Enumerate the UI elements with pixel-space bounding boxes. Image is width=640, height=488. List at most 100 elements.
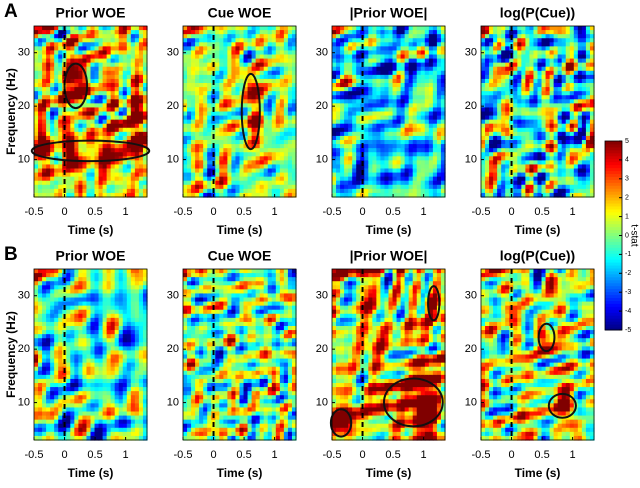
- heat-cell: [440, 83, 446, 88]
- heat-cell: [400, 119, 406, 125]
- heat-cell: [356, 62, 361, 68]
- heat-cell: [203, 188, 208, 194]
- heat-cell: [98, 160, 104, 166]
- heat-cell: [340, 164, 345, 170]
- heat-cell: [497, 148, 502, 153]
- heat-cell: [368, 123, 373, 129]
- heat-cell: [134, 91, 140, 96]
- heat-cell: [384, 38, 390, 43]
- heat-cell: [46, 273, 51, 278]
- heat-cell: [565, 148, 571, 153]
- heat-cell: [142, 180, 148, 186]
- heat-cell: [529, 184, 535, 190]
- heat-cell: [505, 74, 510, 80]
- heat-cell: [581, 123, 587, 129]
- heat-cell: [356, 111, 361, 117]
- heat-cell: [287, 83, 293, 88]
- heat-cell: [428, 91, 434, 96]
- heat-cell: [577, 127, 583, 133]
- heat-cell: [432, 87, 438, 92]
- heat-cell: [332, 26, 337, 31]
- heat-cell: [420, 123, 426, 129]
- y-tick-label: 30: [167, 47, 179, 59]
- heat-cell: [505, 91, 510, 96]
- heat-cell: [74, 156, 79, 161]
- heat-cell: [537, 95, 543, 100]
- x-tick-label: 0: [210, 206, 216, 218]
- heat-cell: [436, 99, 442, 104]
- heat-cell: [239, 144, 245, 149]
- heat-cell: [424, 83, 430, 88]
- heat-cell: [336, 74, 341, 80]
- heat-cell: [336, 127, 341, 133]
- heat-cell: [191, 103, 196, 109]
- heat-cell: [50, 362, 55, 368]
- heat-cell: [517, 103, 522, 109]
- heat-cell: [569, 66, 575, 72]
- heat-cell: [191, 54, 196, 60]
- heat-cell: [134, 168, 140, 174]
- heat-cell: [38, 281, 43, 286]
- heat-cell: [98, 26, 104, 31]
- heat-cell: [46, 313, 51, 319]
- heat-cell: [255, 144, 261, 149]
- heat-cell: [231, 164, 237, 170]
- heat-cell: [428, 160, 434, 166]
- heat-cell: [195, 74, 200, 80]
- heat-cell: [54, 127, 59, 133]
- heat-cell: [58, 148, 63, 153]
- heat-cell: [521, 192, 526, 198]
- heat-cell: [561, 188, 567, 194]
- heat-cell: [356, 46, 361, 52]
- heat-cell: [50, 83, 55, 88]
- heat-cell: [420, 99, 426, 104]
- heat-cell: [199, 74, 204, 80]
- heat-cell: [106, 38, 112, 43]
- heat-cell: [46, 119, 51, 125]
- heat-cell: [368, 83, 373, 88]
- heat-cell: [436, 87, 442, 92]
- heat-cell: [521, 78, 526, 84]
- heat-cell: [581, 160, 587, 166]
- heat-cell: [134, 26, 140, 31]
- heat-cell: [372, 164, 377, 170]
- heat-cell: [263, 42, 269, 47]
- heat-cell: [585, 99, 591, 104]
- heat-cell: [541, 99, 547, 104]
- heat-cell: [78, 135, 84, 141]
- heat-cell: [380, 144, 386, 149]
- heat-cell: [66, 74, 71, 80]
- heat-cell: [400, 111, 406, 117]
- heat-cell: [219, 107, 224, 113]
- heat-cell: [396, 34, 402, 39]
- heat-cell: [122, 172, 128, 178]
- heat-cell: [368, 54, 373, 60]
- heat-cell: [376, 180, 382, 186]
- heat-cell: [364, 115, 369, 121]
- heat-cell: [505, 180, 510, 186]
- heat-cell: [513, 135, 518, 141]
- heat-cell: [412, 66, 418, 72]
- heat-cell: [545, 50, 551, 56]
- heat-cell: [533, 164, 539, 170]
- heat-cell: [247, 180, 253, 186]
- heat-cell: [203, 123, 208, 129]
- heat-cell: [126, 42, 132, 47]
- heat-cell: [50, 378, 55, 384]
- heat-cell: [90, 91, 96, 96]
- heat-cell: [223, 192, 228, 198]
- heat-cell: [58, 111, 63, 117]
- heat-cell: [549, 152, 555, 157]
- heat-cell: [432, 140, 438, 145]
- heat-cell: [440, 26, 446, 31]
- heat-cell: [432, 34, 438, 39]
- heat-cell: [134, 83, 140, 88]
- heat-cell: [541, 66, 547, 72]
- heat-cell: [585, 176, 591, 182]
- heat-cell: [50, 411, 55, 417]
- heat-cell: [497, 192, 502, 198]
- heat-cell: [34, 123, 39, 129]
- heat-cell: [191, 184, 196, 190]
- heat-cell: [70, 50, 75, 56]
- heat-cell: [376, 78, 382, 84]
